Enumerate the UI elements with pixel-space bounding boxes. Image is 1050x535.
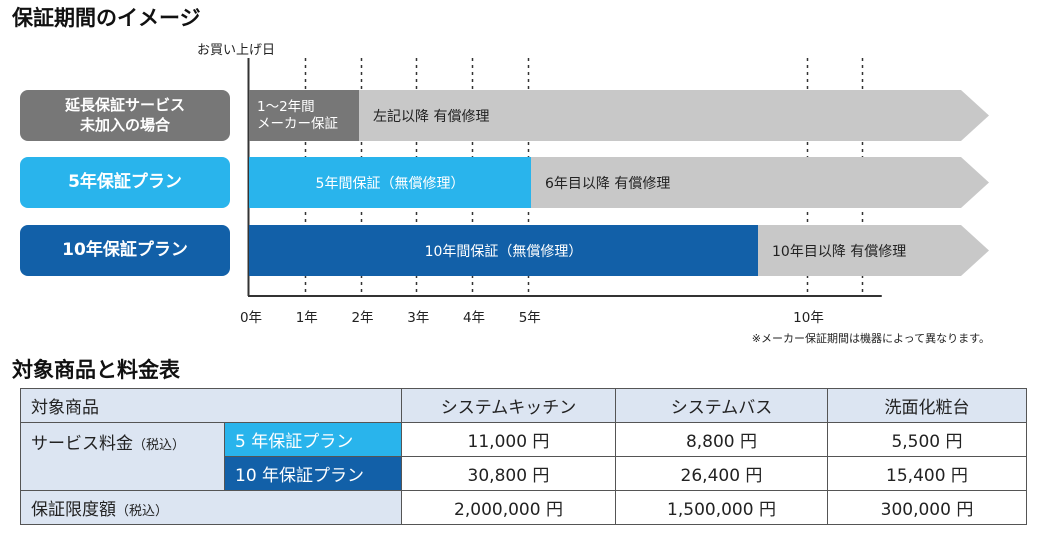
purchase-date-label: お買い上げ日 (197, 43, 276, 58)
header-target-product: 対象商品 (20, 388, 402, 423)
header-washbasin: 洗面化粧台 (827, 388, 1027, 423)
bar-paid-repair-after-5-years: 6年目以降 有償修理 (531, 157, 989, 208)
row-label-5-year-plan: 5年保証プラン (20, 157, 230, 208)
price-10-year-kitchen: 30,800 円 (401, 456, 616, 491)
tick-label: 1年 (295, 310, 318, 326)
section-title-products-and-prices: 対象商品と料金表 (12, 358, 180, 382)
tick-label: 0年 (239, 310, 263, 326)
tick-label: 2年 (351, 310, 374, 326)
limit-tax-note: （税込） (116, 504, 169, 519)
table-row-5-year: サービス料金（税込） 5 年保証プラン 11,000 円 8,800 円 5,5… (20, 422, 1027, 491)
table-row-10-year: 10 年保証プラン 30,800 円 26,400 円 15,400 円 (21, 456, 1027, 491)
price-10-year-washbasin: 15,400 円 (827, 456, 1027, 491)
service-fee-tax-note: （税込） (133, 438, 186, 453)
table-header-row: 対象商品 システムキッチン システムバス 洗面化粧台 (20, 388, 1027, 423)
limit-kitchen: 2,000,000 円 (401, 490, 616, 525)
bar-paid-repair-after-10-years: 10年目以降 有償修理 (758, 225, 989, 276)
row-label-10-year-plan-text: 10年保証プラン (62, 240, 188, 261)
limit-bath: 1,500,000 円 (615, 490, 828, 525)
bar-paid-repair-after-maker: 左記以降 有償修理 (359, 90, 989, 141)
service-fee-label: サービス料金（税込） (20, 422, 225, 491)
maker-warranty-note: ※メーカー保証期間は機器によって異なります。 (751, 332, 990, 345)
tick-label: 3年 (407, 310, 430, 326)
plan-10-year-label: 10 年保証プラン (224, 456, 402, 491)
limit-label: 保証限度額（税込） (20, 490, 402, 525)
header-system-kitchen: システムキッチン (401, 388, 616, 423)
price-10-year-bath: 26,400 円 (615, 456, 828, 491)
tick-label: 5年 (518, 310, 541, 326)
bar-maker-warranty: 1～2年間 メーカー保証 (249, 90, 359, 141)
table-row-limit: 保証限度額（税込） 2,000,000 円 1,500,000 円 300,00… (20, 490, 1027, 525)
price-5-year-bath: 8,800 円 (615, 422, 828, 457)
limit-label-text: 保証限度額 (31, 500, 116, 520)
price-5-year-kitchen: 11,000 円 (401, 422, 616, 457)
row-label-10-year-plan: 10年保証プラン (20, 225, 230, 276)
limit-washbasin: 300,000 円 (827, 490, 1027, 525)
plan-5-year-label: 5 年保証プラン (224, 422, 402, 457)
price-table: 対象商品 システムキッチン システムバス 洗面化粧台 サービス料金（税込） 5 … (20, 388, 1027, 525)
warranty-period-diagram: お買い上げ日 延長保証サービス 未加入の場合 5年保証プラン 10年保証プラン … (0, 34, 1050, 354)
row-label-no-extended-text: 延長保証サービス 未加入の場合 (64, 96, 185, 134)
bar-10-year-free-repair: 10年間保証（無償修理） (249, 225, 758, 276)
row-label-no-extended: 延長保証サービス 未加入の場合 (20, 90, 230, 141)
bar-5-year-free-repair: 5年間保証（無償修理） (249, 157, 531, 208)
tick-label: 4年 (462, 310, 486, 326)
header-system-bath: システムバス (615, 388, 828, 423)
tick-label: 10年 (793, 310, 824, 326)
section-title-warranty-period: 保証期間のイメージ (12, 6, 201, 30)
row-label-5-year-plan-text: 5年保証プラン (68, 172, 182, 193)
service-fee-label-text: サービス料金 (31, 434, 133, 454)
price-5-year-washbasin: 5,500 円 (827, 422, 1027, 457)
bar-maker-warranty-text: 1～2年間 メーカー保証 (257, 98, 338, 132)
